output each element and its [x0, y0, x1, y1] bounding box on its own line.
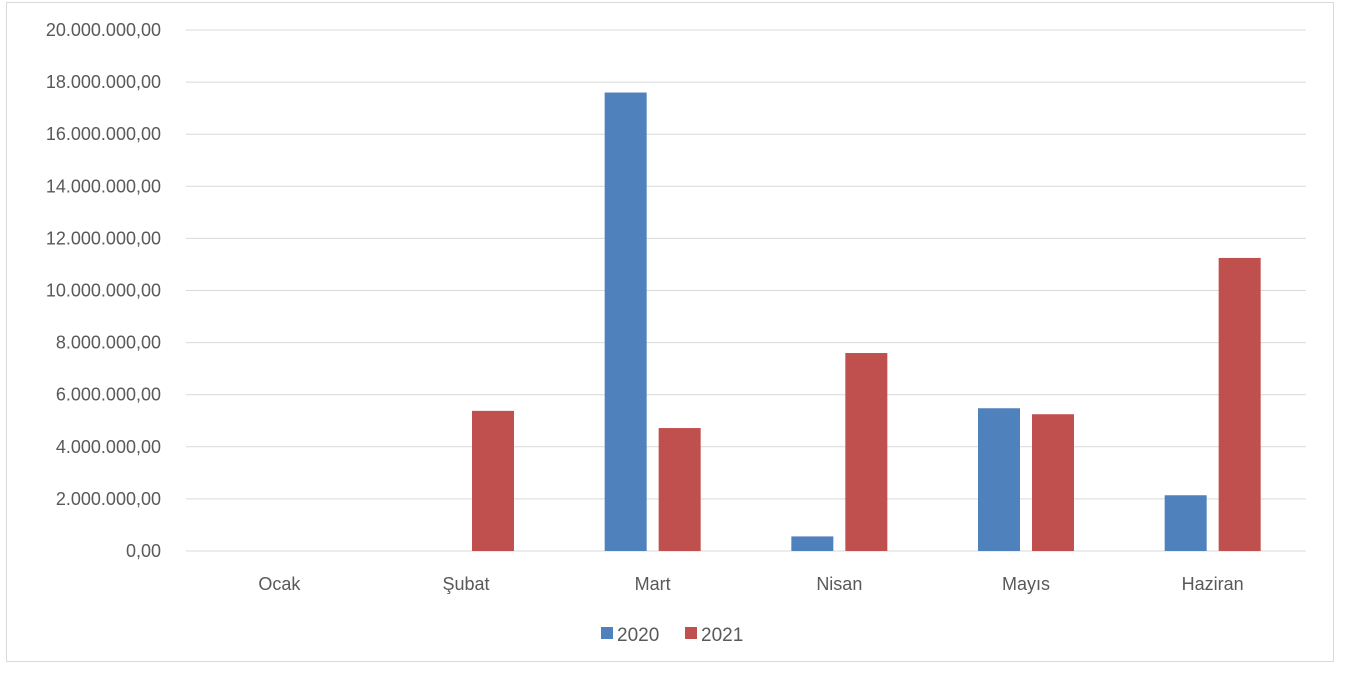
bar-2021-1 [472, 410, 514, 551]
x-tick-label: Haziran [1182, 574, 1244, 594]
bar-2020-4 [978, 408, 1020, 551]
bar-2021-2 [658, 428, 701, 551]
y-tick-label: 14.000.000,00 [46, 176, 161, 196]
bar-2020-2 [604, 92, 647, 552]
x-tick-label: Mart [635, 574, 671, 594]
chart-area [6, 2, 1334, 662]
y-tick-label: 12.000.000,00 [46, 228, 161, 248]
y-tick-label: 18.000.000,00 [46, 72, 161, 92]
x-tick-label: Şubat [442, 574, 489, 594]
y-tick-label: 0,00 [126, 541, 161, 561]
legend-label-2020: 2020 [617, 625, 659, 646]
x-tick-label: Ocak [258, 574, 301, 594]
y-tick-label: 6.000.000,00 [56, 385, 161, 405]
bar-2020-5 [1164, 495, 1207, 551]
legend-swatch-2021 [685, 627, 697, 639]
legend-swatch-2020 [601, 627, 613, 639]
legend-label-2021: 2021 [701, 625, 743, 646]
y-tick-label: 20.000.000,00 [46, 20, 161, 40]
bar-2020-3 [791, 536, 834, 551]
bar-2021-4 [1032, 414, 1074, 551]
y-tick-label: 2.000.000,00 [56, 489, 161, 509]
x-tick-label: Nisan [816, 574, 862, 594]
y-tick-label: 4.000.000,00 [56, 437, 161, 457]
y-tick-label: 8.000.000,00 [56, 333, 161, 353]
bar-2021-5 [1218, 257, 1261, 551]
x-tick-label: Mayıs [1002, 574, 1050, 594]
y-tick-label: 10.000.000,00 [46, 281, 161, 301]
y-tick-label: 16.000.000,00 [46, 124, 161, 144]
bar-2021-3 [845, 353, 888, 551]
